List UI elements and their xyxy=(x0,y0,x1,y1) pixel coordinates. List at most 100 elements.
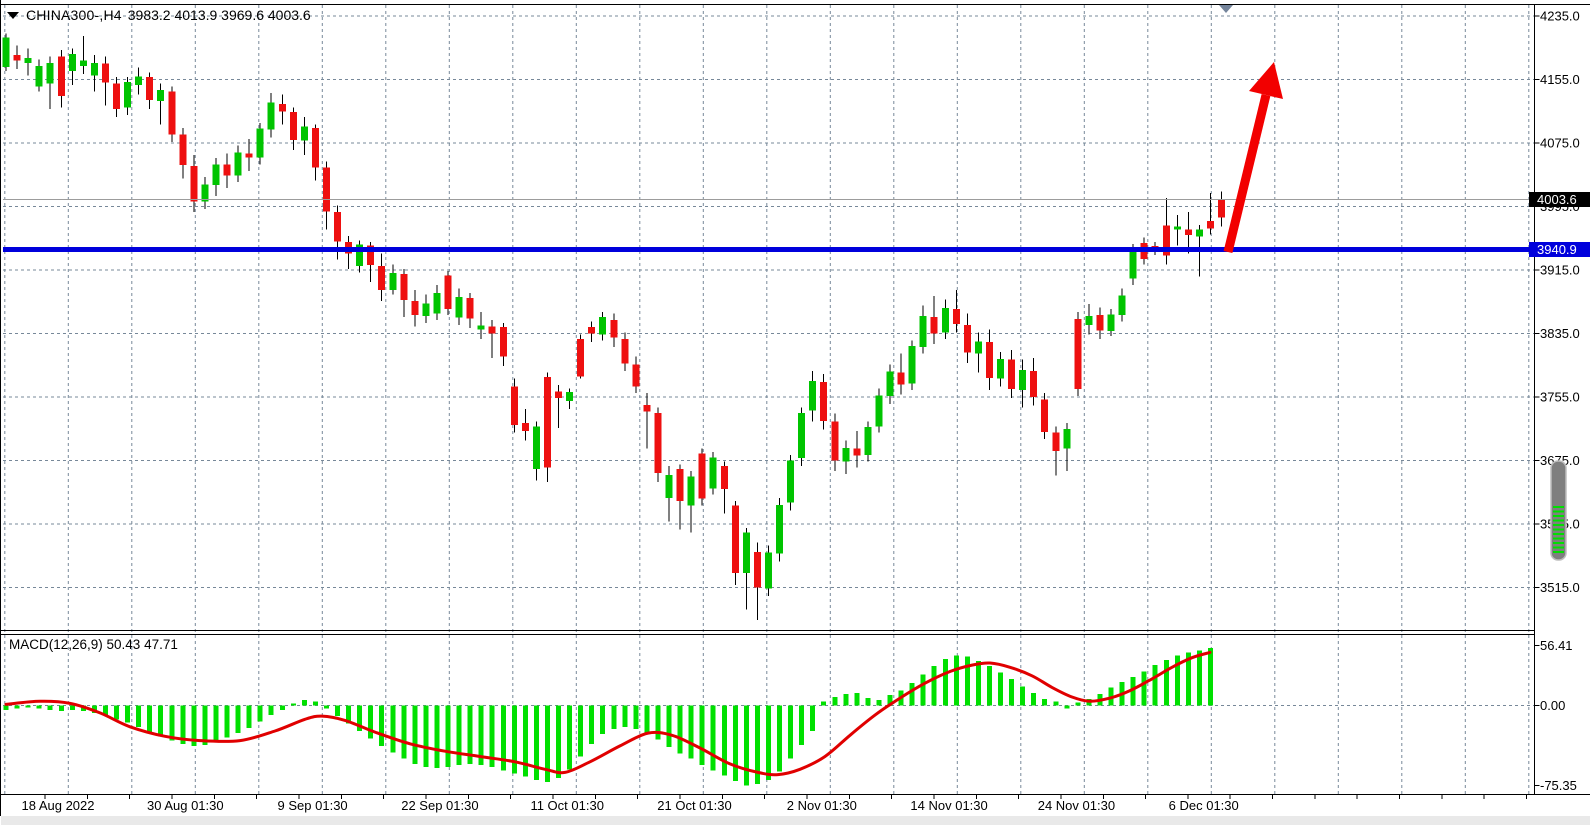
candle-body-bear xyxy=(168,91,176,135)
macd-histogram-bar xyxy=(489,705,495,768)
candle-body-bear xyxy=(897,372,905,385)
candle-body-bull xyxy=(908,346,916,384)
candle-body-bear xyxy=(1074,319,1082,390)
macd-histogram-bar xyxy=(379,705,385,746)
candle-body-bull xyxy=(665,474,673,498)
candle-body-bear xyxy=(190,166,198,202)
time-axis-label[interactable]: 22 Sep 01:30 xyxy=(401,798,478,813)
macd-histogram-bar xyxy=(180,705,186,744)
macd-axis-label[interactable]: 56.41 xyxy=(1540,638,1573,653)
macd-histogram-bar xyxy=(323,705,329,709)
candle-body-bull xyxy=(798,412,806,459)
macd-histogram-bar xyxy=(136,705,142,727)
candle-body-bear xyxy=(179,134,187,166)
time-axis-label[interactable]: 24 Nov 01:30 xyxy=(1038,798,1115,813)
macd-signal-line xyxy=(4,650,1212,777)
candle-body-bull xyxy=(267,102,275,130)
trend-arrow-head[interactable] xyxy=(1249,62,1283,99)
price-axis-label[interactable]: 4075.0 xyxy=(1540,136,1580,151)
candle-body-bear xyxy=(588,327,596,334)
candle-body-bear xyxy=(753,551,761,588)
macd-histogram-bar xyxy=(522,705,528,777)
candle-body-bull xyxy=(201,184,209,202)
macd-histogram-bar xyxy=(699,705,705,765)
current-price-tag: 4003.6 xyxy=(1529,192,1590,207)
macd-histogram-bar xyxy=(224,705,230,738)
candle-body-bear xyxy=(831,421,839,461)
candle-body-bull xyxy=(300,126,308,141)
macd-histogram-bar xyxy=(213,705,219,742)
trend-arrow-shaft[interactable] xyxy=(1223,93,1271,254)
time-axis-label[interactable]: 14 Nov 01:30 xyxy=(910,798,987,813)
price-axis-label[interactable]: 3755.0 xyxy=(1540,390,1580,405)
hline-price-tag[interactable]: 3940.9 xyxy=(1529,242,1590,257)
price-axis-label[interactable]: 4235.0 xyxy=(1540,9,1580,24)
macd-histogram-bar xyxy=(390,705,396,753)
candle-body-bear xyxy=(543,377,551,468)
candle-body-bull xyxy=(1118,295,1126,316)
candle-body-bull xyxy=(1173,226,1181,230)
candle-body-bull xyxy=(46,62,54,84)
candle-body-bear xyxy=(278,104,286,112)
candle-body-bull xyxy=(532,426,540,470)
macd-histogram-bar xyxy=(556,705,561,778)
price-axis-label[interactable]: 3515.0 xyxy=(1540,580,1580,595)
macd-histogram-bar xyxy=(611,705,617,729)
time-axis-label[interactable]: 6 Dec 01:30 xyxy=(1169,798,1239,813)
macd-histogram-bar xyxy=(511,705,517,774)
macd-histogram-bar xyxy=(765,705,771,780)
macd-histogram-bar xyxy=(567,705,573,770)
candle-body-bull xyxy=(566,392,574,401)
candle-body-bear xyxy=(1184,229,1192,236)
macd-histogram-bar xyxy=(688,705,694,759)
candle-body-bear xyxy=(676,469,684,501)
macd-histogram-bar xyxy=(368,705,374,739)
time-axis-label[interactable]: 30 Aug 01:30 xyxy=(147,798,224,813)
candle-body-bear xyxy=(488,326,496,334)
macd-histogram-bar xyxy=(754,705,760,785)
candle-body-bull xyxy=(997,358,1004,379)
candle-body-bear xyxy=(698,453,706,499)
price-axis-label[interactable]: 4155.0 xyxy=(1540,72,1580,87)
candle-body-bull xyxy=(157,89,165,101)
time-axis-label[interactable]: 2 Nov 01:30 xyxy=(787,798,857,813)
candle-body-bull xyxy=(90,62,98,76)
macd-histogram-bar xyxy=(202,705,208,745)
candle-body-bull xyxy=(919,316,927,347)
macd-histogram-bar xyxy=(909,683,915,706)
macd-histogram-bar xyxy=(290,703,296,706)
time-axis-label[interactable]: 11 Oct 01:30 xyxy=(530,798,603,813)
candle-body-bear xyxy=(930,316,938,334)
candle-body-bull xyxy=(422,303,430,317)
symbol-dropdown-icon[interactable] xyxy=(7,11,20,20)
macd-histogram-bar xyxy=(301,700,307,706)
candle-body-bear xyxy=(411,300,419,316)
macd-axis-label[interactable]: -75.35 xyxy=(1540,778,1577,793)
macd-histogram-bar xyxy=(346,705,352,724)
price-axis-label[interactable]: 3835.0 xyxy=(1540,326,1580,341)
time-axis-label[interactable]: 18 Aug 2022 xyxy=(21,798,94,813)
macd-histogram-bar xyxy=(942,658,948,706)
candle-body-bull xyxy=(256,128,264,158)
macd-histogram-bar xyxy=(622,705,628,727)
macd-axis-label[interactable]: 0.00 xyxy=(1540,698,1565,713)
candle-body-bull xyxy=(135,76,143,86)
macd-histogram-bar xyxy=(777,705,782,772)
chart-shift-marker-icon[interactable] xyxy=(1219,5,1233,13)
bottom-status-strip xyxy=(1,816,1590,825)
macd-histogram-bar xyxy=(102,705,108,716)
macd-histogram-bar xyxy=(401,705,407,759)
candle-body-bear xyxy=(820,381,828,421)
price-axis-label[interactable]: 3915.0 xyxy=(1540,263,1580,278)
candle-body-bull xyxy=(1085,316,1093,325)
time-axis-label[interactable]: 9 Sep 01:30 xyxy=(278,798,348,813)
candle-body-bear xyxy=(643,404,651,412)
macd-histogram-bar xyxy=(47,705,53,710)
macd-histogram-bar xyxy=(1141,671,1147,706)
macd-histogram-bar xyxy=(799,705,805,745)
candle-body-bull xyxy=(455,296,463,318)
macd-histogram-bar xyxy=(821,701,827,706)
candle-body-bear xyxy=(1096,315,1104,331)
time-axis-label[interactable]: 21 Oct 01:30 xyxy=(657,798,731,813)
